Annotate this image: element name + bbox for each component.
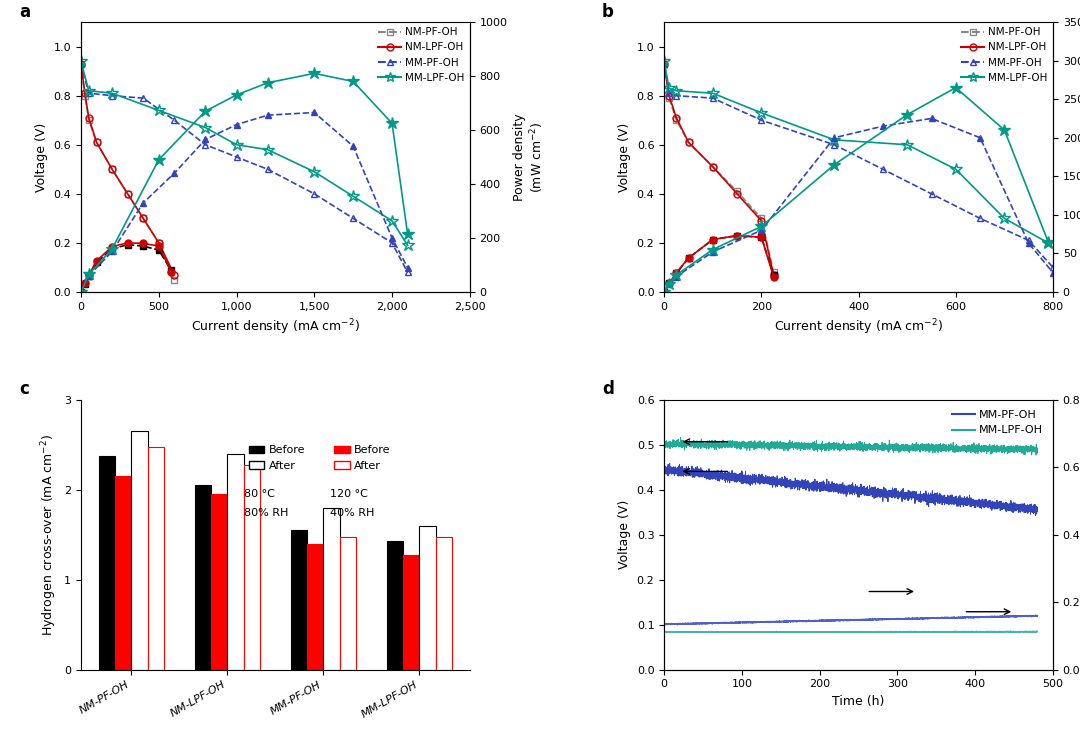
Bar: [419, 526, 436, 670]
Text: 80 °C: 80 °C: [244, 489, 275, 499]
Legend: MM-PF-OH, MM-LPF-OH: MM-PF-OH, MM-LPF-OH: [948, 406, 1048, 440]
Legend: Before, After: Before, After: [329, 441, 395, 475]
Text: 80% RH: 80% RH: [244, 508, 288, 518]
Text: 120 °C: 120 °C: [329, 489, 367, 499]
Text: a: a: [18, 3, 30, 21]
Bar: [436, 537, 453, 670]
Bar: [323, 508, 340, 670]
Bar: [387, 541, 403, 670]
X-axis label: Current density (mA cm$^{-2}$): Current density (mA cm$^{-2}$): [191, 317, 360, 337]
Bar: [291, 531, 307, 670]
Bar: [148, 447, 164, 670]
Text: d: d: [602, 381, 613, 398]
Bar: [340, 537, 356, 670]
Bar: [132, 431, 148, 670]
Bar: [114, 476, 132, 670]
Y-axis label: Voltage (V): Voltage (V): [618, 500, 631, 570]
Bar: [307, 544, 323, 670]
X-axis label: Current density (mA cm$^{-2}$): Current density (mA cm$^{-2}$): [774, 317, 943, 337]
Y-axis label: Voltage (V): Voltage (V): [35, 122, 48, 191]
Bar: [194, 485, 211, 670]
Legend: NM-PF-OH, NM-LPF-OH, MM-PF-OH, MM-LPF-OH: NM-PF-OH, NM-LPF-OH, MM-PF-OH, MM-LPF-OH: [378, 27, 464, 83]
Bar: [98, 456, 114, 670]
Y-axis label: Voltage (V): Voltage (V): [618, 122, 631, 191]
Bar: [403, 555, 419, 670]
Bar: [244, 464, 260, 670]
X-axis label: Time (h): Time (h): [833, 695, 885, 708]
Bar: [228, 454, 244, 670]
Text: b: b: [602, 3, 613, 21]
Bar: [211, 495, 228, 670]
Y-axis label: Power density
(mW cm$^{-2}$): Power density (mW cm$^{-2}$): [513, 113, 546, 201]
Y-axis label: Hydrogen cross-over (mA cm$^{-2}$): Hydrogen cross-over (mA cm$^{-2}$): [39, 434, 58, 636]
Legend: NM-PF-OH, NM-LPF-OH, MM-PF-OH, MM-LPF-OH: NM-PF-OH, NM-LPF-OH, MM-PF-OH, MM-LPF-OH: [961, 27, 1048, 83]
Text: 40% RH: 40% RH: [329, 508, 374, 518]
Text: c: c: [18, 381, 29, 398]
